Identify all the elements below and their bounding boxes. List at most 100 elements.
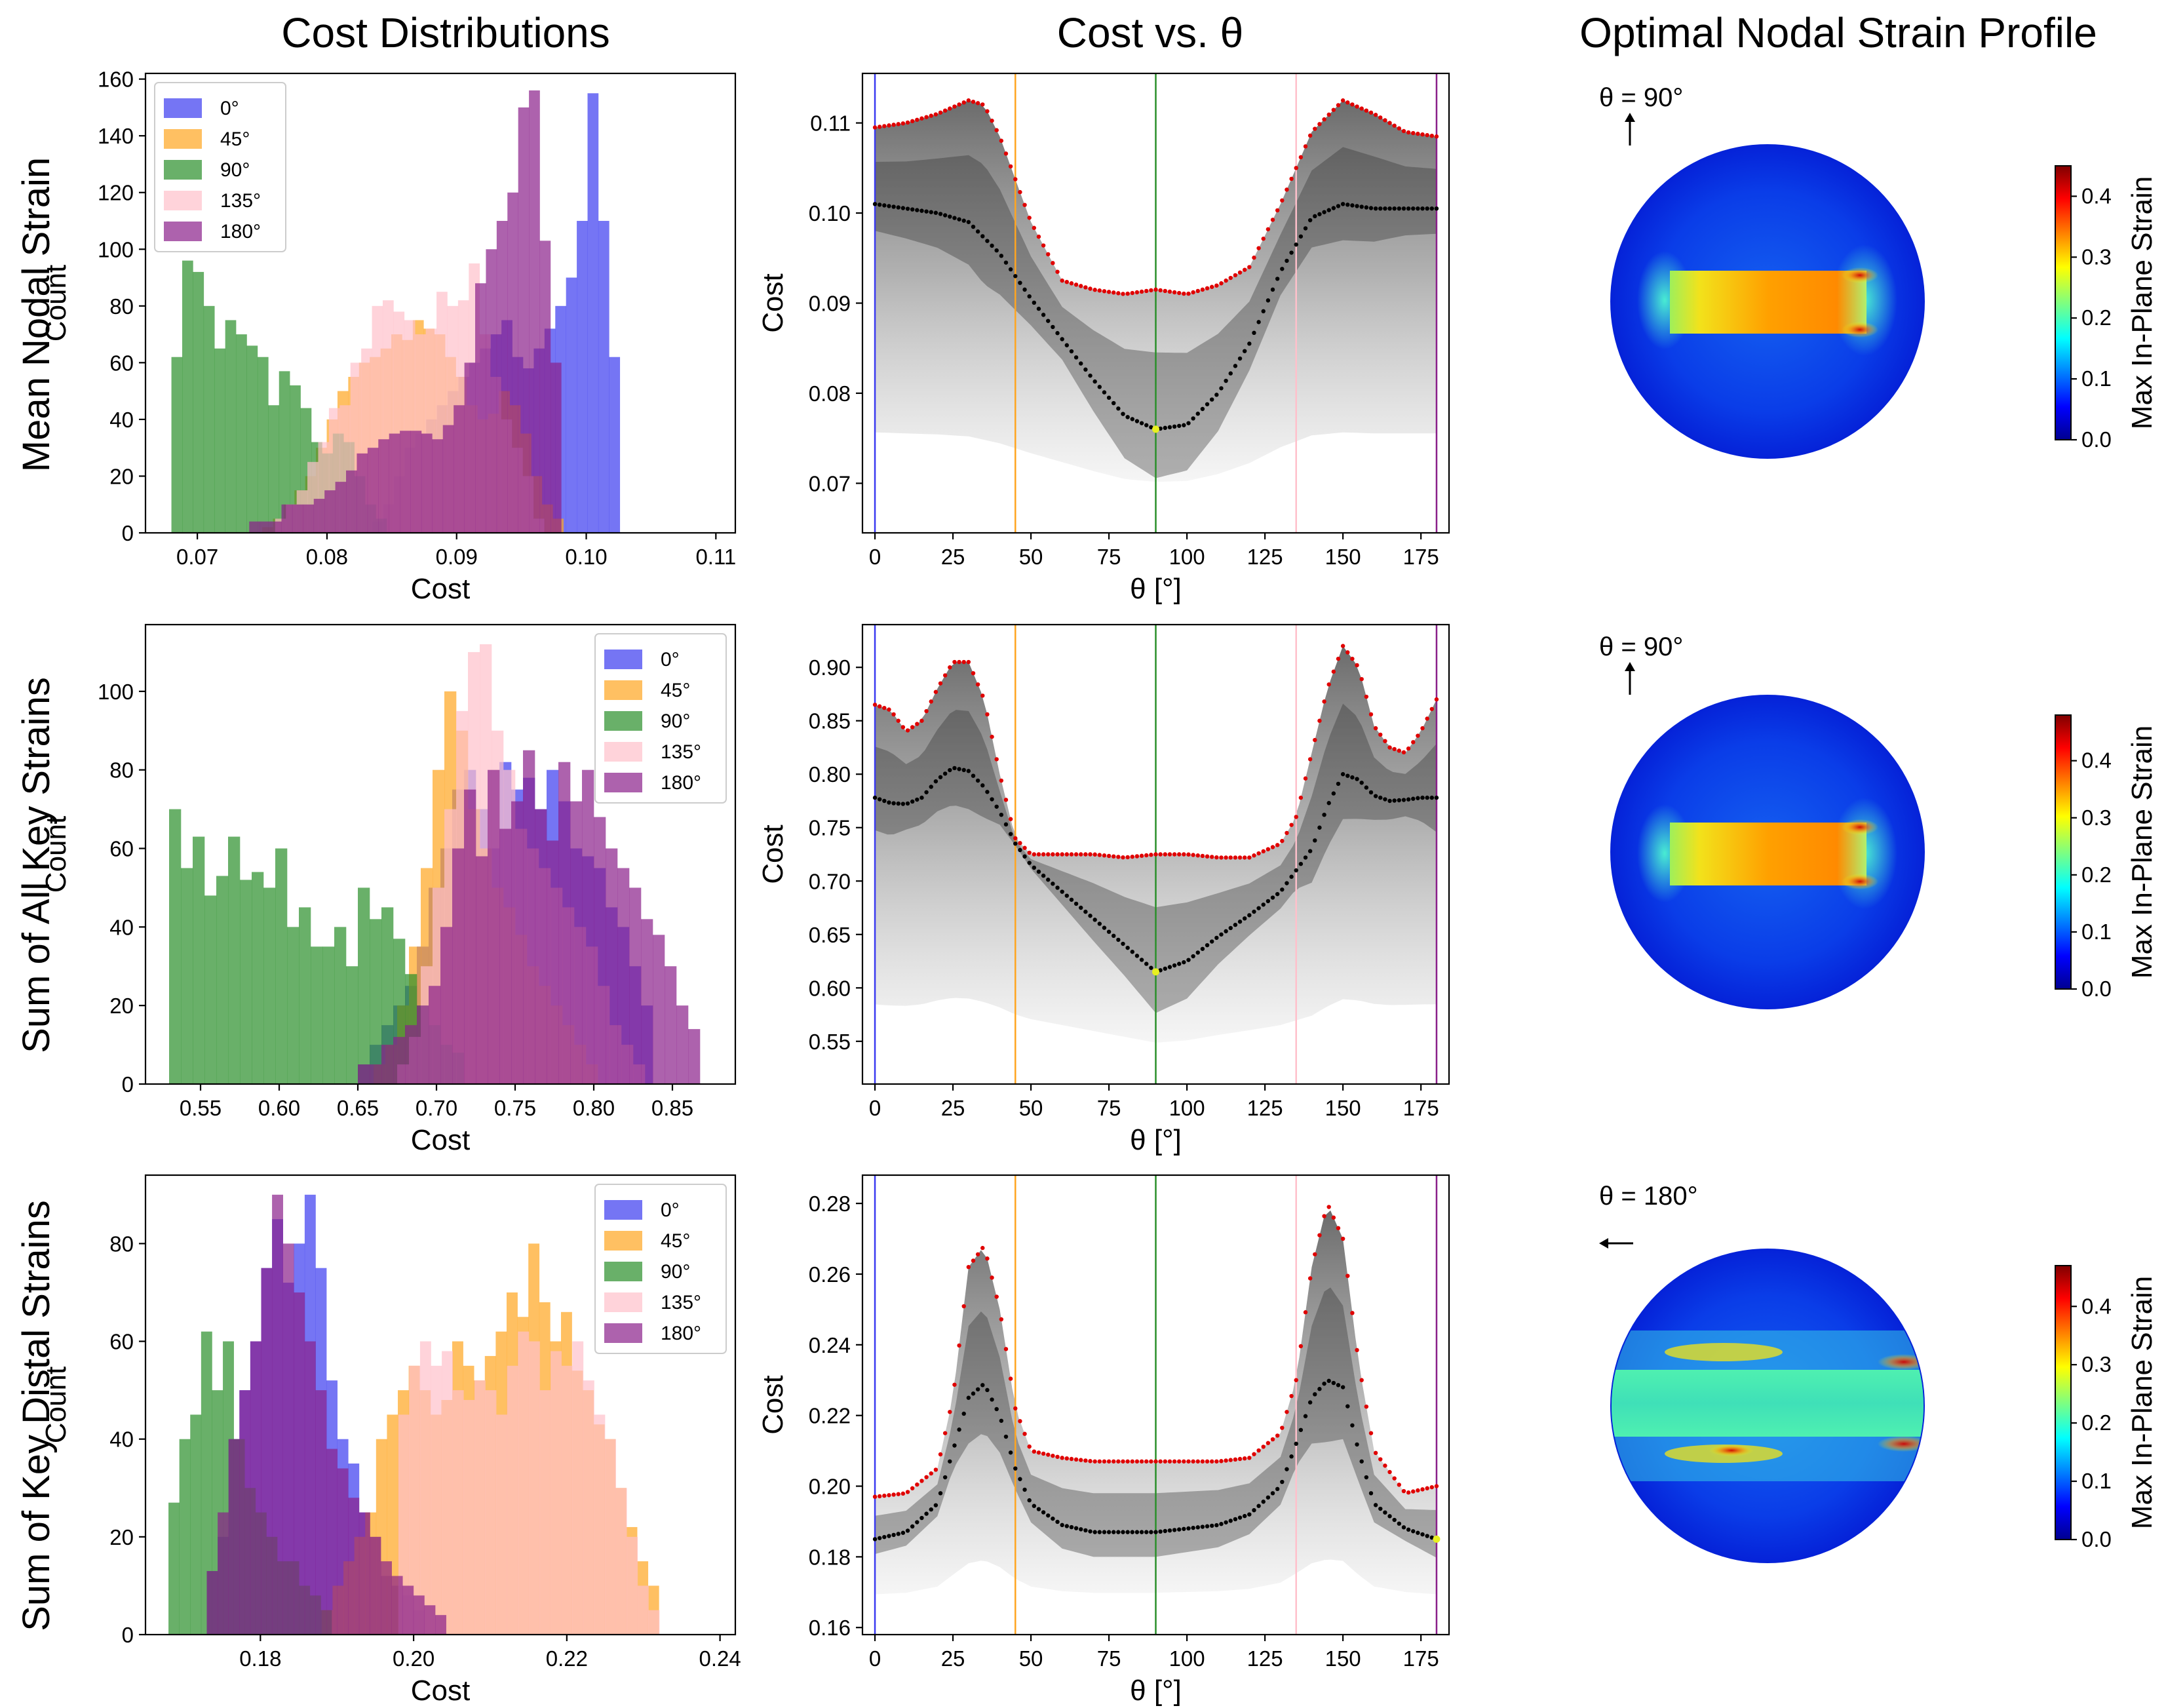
max-point bbox=[1163, 1459, 1167, 1464]
max-point bbox=[999, 138, 1004, 143]
y-tick-label: 80 bbox=[109, 758, 134, 783]
mean-point bbox=[1359, 204, 1364, 209]
max-point bbox=[1340, 644, 1345, 648]
mean-point bbox=[1008, 267, 1013, 272]
mean-point bbox=[1093, 1530, 1097, 1534]
mean-point bbox=[1350, 203, 1355, 208]
mean-point bbox=[1088, 914, 1093, 918]
max-point bbox=[924, 708, 929, 714]
series-90-deg bbox=[169, 809, 465, 1084]
bar bbox=[606, 848, 618, 1084]
mean-point bbox=[1205, 1524, 1210, 1528]
max-point bbox=[1125, 1459, 1130, 1464]
mean-point bbox=[1345, 1404, 1350, 1408]
mean-point bbox=[896, 1532, 900, 1536]
mean-point bbox=[957, 217, 961, 222]
mean-point bbox=[1331, 206, 1336, 210]
y-tick-label: 80 bbox=[109, 1232, 134, 1256]
x-tick-label: 125 bbox=[1247, 1096, 1283, 1120]
x-tick-label: 25 bbox=[941, 1096, 965, 1120]
mean-point bbox=[1420, 206, 1425, 211]
mean-point bbox=[1130, 417, 1134, 421]
max-point bbox=[1392, 747, 1397, 752]
max-point bbox=[1041, 1451, 1046, 1456]
y-tick-label: 60 bbox=[109, 351, 134, 375]
max-point bbox=[1195, 1459, 1200, 1464]
mean-point bbox=[1242, 916, 1247, 921]
mean-point bbox=[971, 1391, 976, 1396]
max-point bbox=[971, 670, 976, 676]
mean-point bbox=[1247, 1512, 1252, 1517]
bar bbox=[171, 357, 183, 533]
max-point bbox=[1172, 290, 1177, 295]
mean-point bbox=[1364, 785, 1369, 790]
max-point bbox=[938, 110, 943, 115]
mean-point bbox=[1350, 775, 1355, 780]
max-point bbox=[1205, 286, 1210, 291]
max-point bbox=[1163, 852, 1167, 857]
bar bbox=[334, 927, 347, 1084]
legend-swatch-90-deg bbox=[604, 711, 642, 731]
max-point bbox=[1364, 694, 1369, 699]
bar bbox=[558, 762, 571, 1084]
max-point bbox=[1167, 1459, 1172, 1464]
bar bbox=[547, 840, 559, 1084]
x-tick-label: 0.09 bbox=[436, 545, 478, 569]
bar bbox=[239, 1390, 251, 1635]
mean-point bbox=[1013, 841, 1018, 846]
axes-frame bbox=[861, 623, 1450, 1085]
optimal-point bbox=[1152, 968, 1159, 976]
max-point bbox=[1411, 740, 1416, 745]
bar bbox=[367, 448, 379, 533]
axes-frame bbox=[144, 1174, 737, 1636]
max-point bbox=[1345, 650, 1350, 655]
y-tick-label: 120 bbox=[98, 181, 134, 205]
max-point bbox=[1261, 237, 1266, 241]
x-tick-label: 0.22 bbox=[546, 1646, 588, 1671]
max-point bbox=[1186, 1459, 1191, 1464]
max-point bbox=[961, 100, 966, 105]
colorbar-tick-label: 0.3 bbox=[2081, 244, 2112, 269]
x-tick-label: 0.60 bbox=[258, 1096, 300, 1120]
bar bbox=[268, 405, 280, 533]
colorbar-label: Max In-Plane Strain bbox=[2126, 176, 2158, 429]
mean-point bbox=[896, 205, 900, 210]
mean-point bbox=[1125, 1530, 1130, 1534]
mean-point bbox=[1093, 918, 1097, 922]
mean-point bbox=[1416, 796, 1420, 800]
max-point bbox=[1406, 1490, 1411, 1495]
max-point bbox=[1224, 1458, 1228, 1463]
max-point bbox=[1121, 292, 1125, 296]
max-point bbox=[1256, 1448, 1261, 1453]
mean-point bbox=[1022, 854, 1027, 859]
max-point bbox=[994, 1294, 999, 1299]
bar bbox=[539, 241, 551, 533]
mean-point bbox=[1163, 1528, 1167, 1534]
y-tick-label: 0.26 bbox=[809, 1262, 851, 1287]
x-tick-label: 150 bbox=[1325, 545, 1361, 569]
max-point bbox=[1121, 855, 1125, 860]
mean-point bbox=[1401, 206, 1406, 211]
mean-point bbox=[1102, 925, 1107, 930]
x-tick-label: 125 bbox=[1247, 545, 1283, 569]
mean-point bbox=[1195, 412, 1200, 416]
y-tick-label: 0.70 bbox=[809, 869, 851, 893]
mean-point bbox=[924, 790, 929, 794]
bar bbox=[303, 504, 315, 533]
mean-point bbox=[1177, 1527, 1182, 1532]
mean-point bbox=[1224, 1520, 1228, 1524]
max-point bbox=[1307, 1276, 1313, 1281]
max-point bbox=[1378, 732, 1383, 737]
max-point bbox=[1177, 1459, 1182, 1464]
mean-point bbox=[1112, 400, 1116, 406]
max-point bbox=[1205, 1459, 1210, 1464]
mean-point bbox=[1060, 889, 1064, 894]
max-point bbox=[1280, 198, 1285, 203]
mean-point bbox=[1116, 937, 1121, 942]
max-point bbox=[985, 1256, 990, 1261]
mean-point bbox=[957, 767, 961, 771]
bar bbox=[225, 320, 237, 533]
max-point bbox=[896, 718, 900, 723]
bar bbox=[665, 966, 677, 1084]
bar bbox=[358, 887, 370, 1084]
